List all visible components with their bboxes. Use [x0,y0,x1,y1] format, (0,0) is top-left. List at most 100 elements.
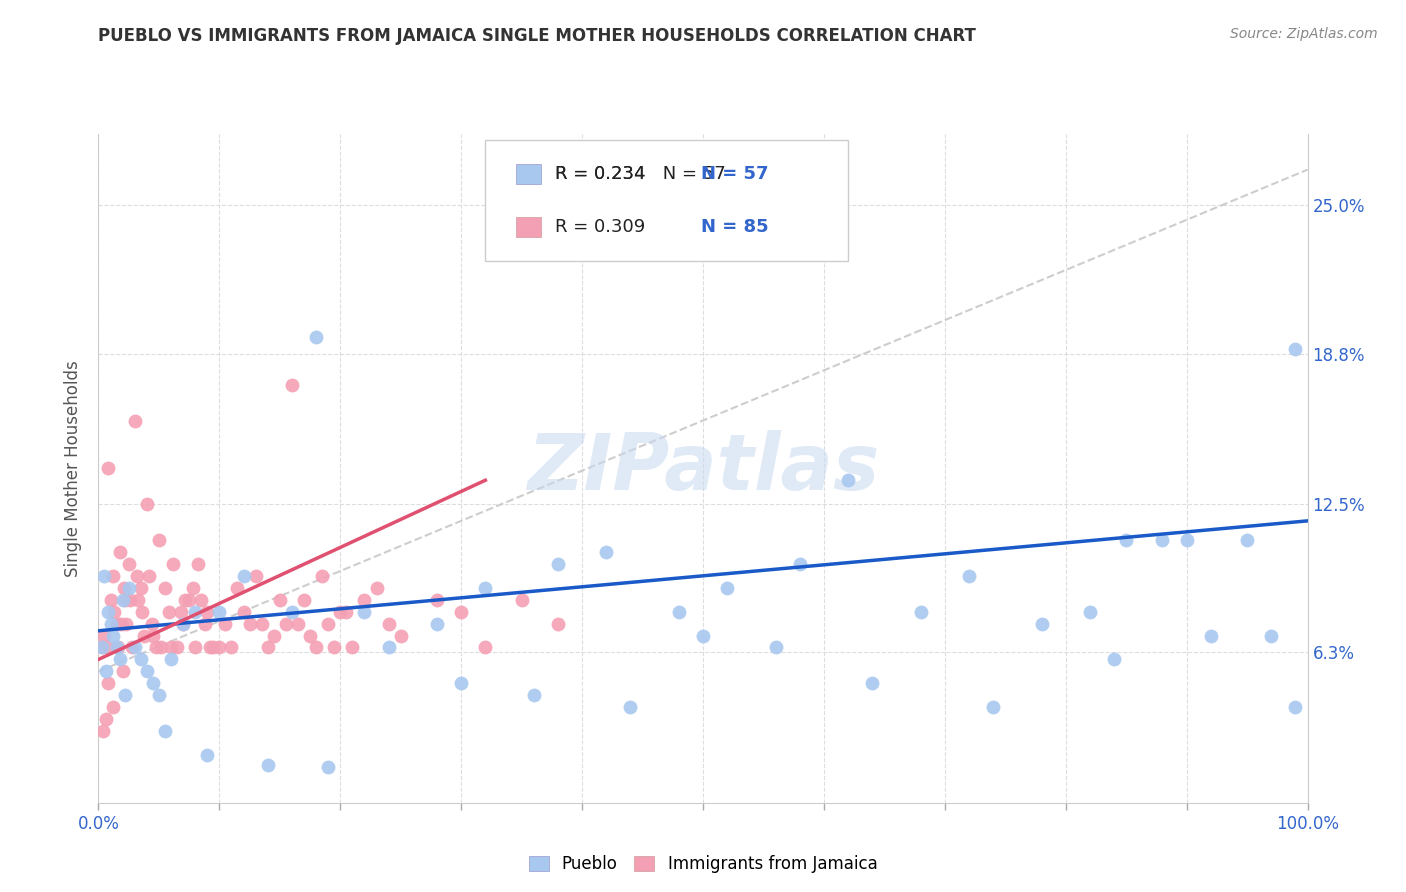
Point [377,616,399,631]
Point [547,557,569,571]
Point [129,652,152,666]
Point [97,605,120,619]
Point [202,640,225,655]
Point [174,592,197,607]
Point [124,413,146,427]
Point [93,569,115,583]
Point [181,581,204,595]
Point [105,616,128,631]
Point [342,640,364,655]
Point [250,616,273,631]
Point [910,605,932,619]
Point [184,605,207,619]
Text: Source: ZipAtlas.com: Source: ZipAtlas.com [1230,27,1378,41]
Point [105,640,128,655]
Point [377,640,399,655]
Point [184,640,207,655]
Point [118,557,141,571]
Point [142,628,165,642]
Point [195,747,218,762]
Point [91,640,114,655]
Point [91,724,114,739]
Point [94,712,117,726]
Point [619,700,641,714]
Point [208,605,231,619]
Point [474,581,496,595]
Point [329,605,352,619]
Point [1152,533,1174,547]
Point [195,605,218,619]
Point [138,569,160,583]
Point [353,605,375,619]
Point [450,605,472,619]
Point [692,628,714,642]
Point [108,545,131,559]
Point [194,616,217,631]
Point [150,640,173,655]
Point [716,581,738,595]
Text: R = 0.234   N = 57: R = 0.234 N = 57 [555,165,727,183]
Point [111,592,134,607]
Point [135,665,157,679]
Point [114,688,136,702]
Point [450,676,472,690]
Point [129,581,152,595]
Point [316,616,339,631]
Point [1284,700,1306,714]
Point [100,616,122,631]
Legend: Pueblo, Immigrants from Jamaica: Pueblo, Immigrants from Jamaica [520,847,886,881]
Point [860,676,883,690]
Point [101,700,124,714]
Text: N = 57: N = 57 [700,165,768,183]
Point [547,616,569,631]
Point [316,760,339,774]
Point [281,377,304,392]
Point [208,640,231,655]
Point [101,628,124,642]
Point [245,569,267,583]
Point [335,605,357,619]
Point [269,592,291,607]
Point [127,592,149,607]
Point [1175,533,1198,547]
Point [101,569,124,583]
Point [172,616,194,631]
Point [426,616,449,631]
Point [239,616,262,631]
Point [263,628,285,642]
Text: R = 0.309: R = 0.309 [555,219,645,236]
Point [232,569,254,583]
Point [169,605,191,619]
Point [299,628,322,642]
Point [353,592,375,607]
Point [287,616,309,631]
Point [595,545,617,559]
Point [97,461,120,475]
Point [1284,342,1306,356]
Point [311,569,333,583]
Point [91,640,114,655]
Point [103,605,125,619]
Point [1031,616,1053,631]
Point [166,640,188,655]
Point [1115,533,1137,547]
Point [274,616,297,631]
Point [668,605,690,619]
Point [124,640,146,655]
Point [1260,628,1282,642]
Point [162,557,184,571]
Point [142,676,165,690]
Point [323,640,346,655]
Point [226,581,249,595]
Point [107,640,129,655]
Bar [516,218,541,237]
Point [981,700,1004,714]
Point [1102,652,1125,666]
Point [112,581,135,595]
Point [110,616,132,631]
Point [157,605,180,619]
Point [305,640,328,655]
Point [96,640,118,655]
Point [134,628,156,642]
Point [474,640,496,655]
